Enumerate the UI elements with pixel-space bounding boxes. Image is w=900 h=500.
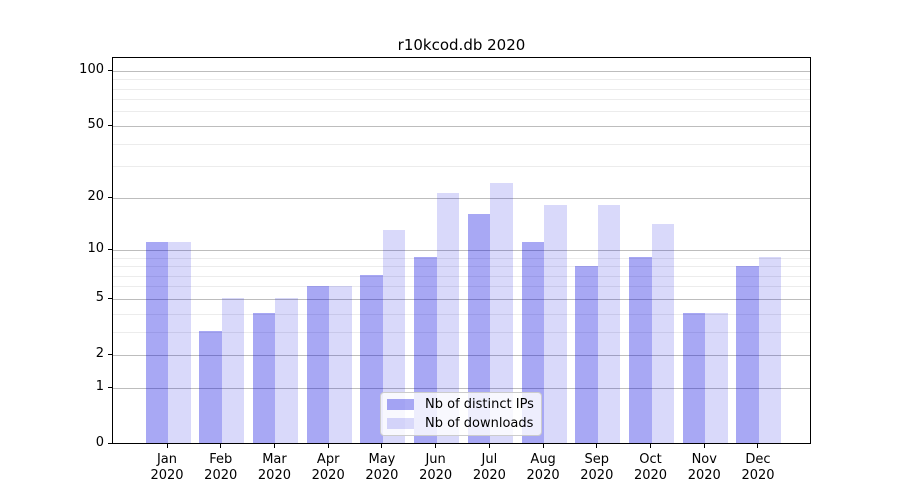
- bar-apr-ips: [306, 285, 330, 443]
- bar-mar-downloads: [275, 298, 298, 443]
- bar-jan-downloads: [168, 242, 191, 443]
- x-tick-may: [381, 444, 383, 448]
- gridline-major-100: [113, 70, 810, 72]
- gridline-minor-30: [113, 166, 810, 168]
- bar-jul-ips: [467, 214, 491, 443]
- legend-swatch-distinct-ips: [387, 399, 414, 410]
- bar-oct-ips: [629, 257, 652, 443]
- gridline-major-10: [113, 249, 810, 251]
- legend-label-downloads: Nb of downloads: [425, 416, 534, 431]
- x-tick-label-oct: Oct 2020: [633, 452, 668, 483]
- legend: Nb of distinct IPs Nb of downloads: [380, 392, 542, 436]
- y-tick-20: [108, 197, 112, 199]
- x-tick-apr: [327, 444, 329, 448]
- y-tick-label-10: 10: [87, 241, 104, 257]
- legend-item-downloads: Nb of downloads: [387, 416, 533, 431]
- gridline-minor-8: [113, 266, 810, 268]
- y-tick-label-100: 100: [79, 62, 104, 78]
- bars-layer: [113, 58, 810, 443]
- x-tick-label-dec: Dec 2020: [741, 452, 775, 483]
- gridline-minor-80: [113, 88, 810, 90]
- y-tick-0: [108, 443, 112, 444]
- gridline-minor-6: [113, 286, 810, 288]
- gridline-minor-40: [113, 143, 810, 145]
- x-tick-dec: [757, 444, 759, 448]
- bar-dec-ips: [736, 265, 759, 443]
- gridline-minor-60: [113, 111, 810, 113]
- x-tick-jun: [435, 444, 437, 448]
- y-tick-1: [108, 387, 112, 389]
- y-tick-label-50: 50: [87, 117, 104, 133]
- x-tick-label-feb: Feb 2020: [204, 452, 238, 483]
- x-tick-label-nov: Nov 2020: [687, 452, 721, 483]
- gridline-major-50: [113, 125, 810, 127]
- bar-sep-downloads: [597, 205, 621, 443]
- legend-label-distinct-ips: Nb of distinct IPs: [425, 397, 534, 412]
- x-tick-label-sep: Sep 2020: [580, 452, 614, 483]
- y-tick-label-2: 2: [95, 346, 104, 362]
- legend-swatch-downloads: [387, 418, 414, 429]
- bar-jul-downloads: [490, 183, 513, 443]
- x-tick-oct: [650, 444, 652, 448]
- x-tick-jan: [166, 444, 168, 448]
- bar-mar-ips: [252, 313, 276, 443]
- y-tick-5: [108, 298, 112, 300]
- gridline-major-5: [113, 298, 810, 300]
- gridline-minor-9: [113, 257, 810, 259]
- bar-aug-downloads: [544, 205, 567, 443]
- x-tick-feb: [220, 444, 222, 448]
- y-tick-label-20: 20: [87, 189, 104, 205]
- y-tick-10: [108, 249, 112, 251]
- gridline-minor-3: [113, 331, 810, 333]
- y-tick-100: [108, 70, 112, 72]
- x-tick-sep: [596, 444, 598, 448]
- grid-layer: [113, 58, 810, 443]
- bar-oct-downloads: [651, 224, 675, 443]
- y-tick-50: [108, 125, 112, 127]
- bar-nov-downloads: [705, 313, 728, 443]
- gridline-minor-70: [113, 99, 810, 101]
- chart-title: r10kcod.db 2020: [397, 36, 526, 54]
- bar-dec-downloads: [758, 257, 782, 443]
- gridline-minor-7: [113, 275, 810, 277]
- y-tick-label-5: 5: [95, 290, 104, 306]
- bar-feb-downloads: [221, 298, 245, 443]
- x-tick-label-may: May 2020: [365, 452, 399, 483]
- bar-jun-downloads: [436, 193, 460, 443]
- gridline-major-2: [113, 354, 810, 356]
- x-tick-mar: [273, 444, 275, 448]
- bar-nov-ips: [682, 313, 706, 443]
- bar-sep-ips: [575, 265, 598, 443]
- x-tick-label-jun: Jun 2020: [419, 452, 453, 483]
- x-tick-aug: [542, 444, 544, 448]
- plot-area: [112, 57, 811, 444]
- gridline-minor-4: [113, 313, 810, 315]
- legend-item-distinct-ips: Nb of distinct IPs: [387, 397, 534, 412]
- x-tick-label-jul: Jul 2020: [472, 452, 506, 483]
- x-tick-label-aug: Aug 2020: [526, 452, 560, 483]
- y-tick-2: [108, 354, 112, 356]
- y-tick-label-0: 0: [95, 435, 104, 450]
- bar-may-ips: [360, 275, 383, 443]
- bar-jan-ips: [145, 242, 168, 443]
- gridline-minor-90: [113, 79, 810, 81]
- gridline-major-20: [113, 197, 810, 199]
- gridline-major-1: [113, 387, 810, 389]
- x-tick-nov: [703, 444, 705, 448]
- bar-feb-ips: [199, 331, 222, 443]
- x-tick-jul: [488, 444, 490, 448]
- x-tick-label-apr: Apr 2020: [311, 452, 345, 483]
- bar-apr-downloads: [329, 285, 352, 443]
- x-tick-label-mar: Mar 2020: [257, 452, 291, 483]
- x-tick-label-jan: Jan 2020: [150, 452, 184, 483]
- y-tick-label-1: 1: [95, 379, 104, 395]
- bar-may-downloads: [382, 229, 406, 443]
